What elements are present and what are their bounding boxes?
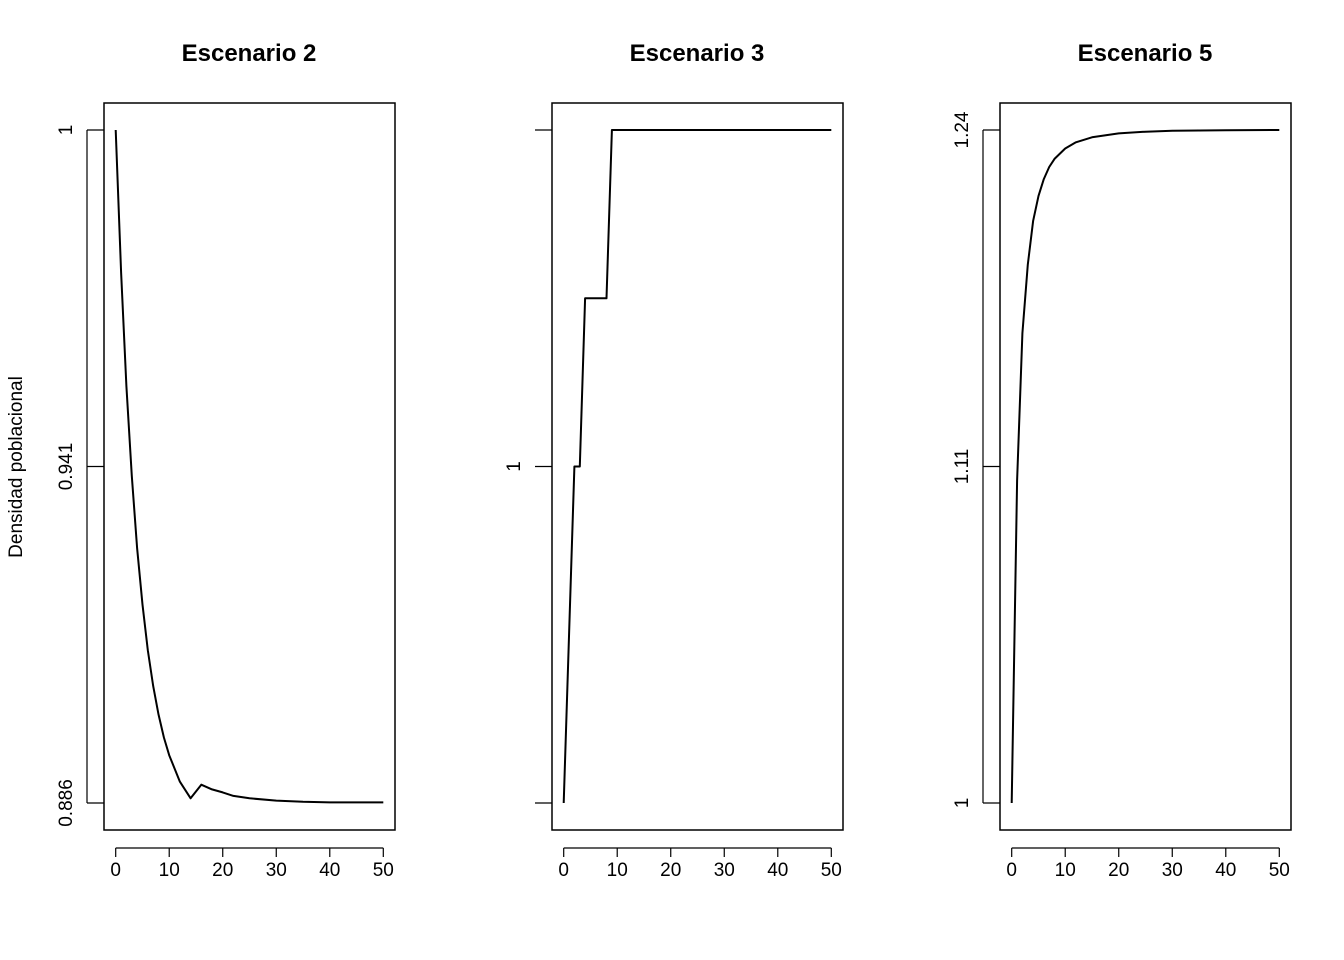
y-tick-label: 1 (504, 461, 525, 472)
panel-title: Escenario 3 (630, 40, 765, 67)
x-tick-label: 20 (1108, 860, 1129, 881)
series-line (562, 129, 832, 804)
x-tick-label: 0 (110, 860, 121, 881)
x-tick-label: 30 (266, 860, 287, 881)
x-tick-label: 10 (159, 860, 180, 881)
x-tick-label: 40 (1215, 860, 1236, 881)
x-tick-label: 10 (607, 860, 628, 881)
plot-frame (999, 102, 1292, 831)
x-tick-label: 40 (767, 860, 788, 881)
x-tick-label: 50 (821, 860, 842, 881)
x-tick-label: 0 (1006, 860, 1017, 881)
y-tick-label: 1 (56, 125, 77, 136)
panel-title: Escenario 5 (1078, 40, 1213, 67)
y-tick-label: 1.11 (952, 449, 973, 485)
y-tick-label: 1 (952, 798, 973, 809)
y-tick-label: 0.886 (56, 779, 77, 827)
x-tick-label: 40 (319, 860, 340, 881)
x-tick-label: 30 (714, 860, 735, 881)
y-tick-label: 0.941 (56, 443, 77, 491)
series-line (114, 129, 384, 804)
panel-escenario-2: Escenario 2 0 10 20 30 40 50 0.886 0.941 1 (56, 40, 396, 881)
plot-frame (103, 102, 396, 831)
x-tick-label: 50 (1269, 860, 1290, 881)
panel-escenario-3: Escenario 3 0 10 20 30 40 50 1 (504, 40, 844, 881)
x-tick-label: 20 (212, 860, 233, 881)
panel-escenario-5: Escenario 5 0 10 20 30 40 50 1 1.11 1.24 (952, 40, 1292, 881)
x-tick-label: 10 (1055, 860, 1076, 881)
panel-title: Escenario 2 (182, 40, 317, 67)
x-tick-label: 30 (1162, 860, 1183, 881)
series-line (1010, 129, 1280, 804)
y-tick-label: 1.24 (952, 111, 973, 148)
x-tick-label: 50 (373, 860, 394, 881)
y-axis-label: Densidad poblacional (6, 376, 27, 558)
plot-frame (551, 102, 844, 831)
x-tick-label: 20 (660, 860, 681, 881)
x-tick-label: 0 (558, 860, 569, 881)
